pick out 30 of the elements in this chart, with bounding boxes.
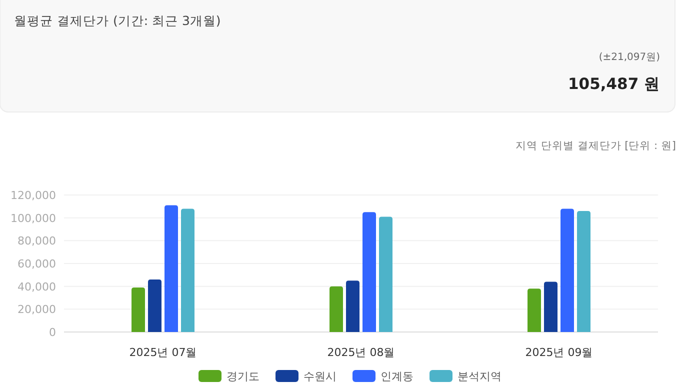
chart-subtitle: 지역 단위별 결제단가 [단위 : 원]: [516, 140, 676, 152]
bar: [560, 208, 574, 332]
bar: [181, 208, 194, 332]
y-tick-label: 100,000: [10, 212, 56, 225]
y-tick-label: 120,000: [10, 189, 56, 202]
y-tick-label: 20,000: [18, 303, 56, 316]
bar: [164, 205, 178, 332]
x-tick-label: 2025년 07월: [129, 346, 197, 359]
legend-label: 분석지역: [458, 370, 502, 383]
bar: [577, 210, 590, 332]
x-tick-label: 2025년 08월: [327, 346, 395, 359]
y-tick-label: 0: [49, 326, 56, 339]
legend-label: 인계동: [380, 370, 414, 383]
legend-label: 경기도: [226, 370, 260, 383]
chart-title: 월평균 결제단가 (기간: 최근 3개월): [14, 13, 221, 28]
bar: [132, 287, 145, 332]
bar: [330, 286, 343, 332]
x-tick-label: 2025년 09월: [525, 346, 593, 359]
y-tick-label: 80,000: [18, 234, 56, 248]
y-tick-label: 40,000: [18, 280, 56, 294]
text: (±21,097원): [598, 52, 660, 63]
y-tick-label: 60,000: [18, 258, 56, 270]
bar: [346, 280, 360, 332]
bar: [528, 288, 541, 332]
bar: [379, 216, 392, 332]
bar: [362, 212, 376, 332]
bar: [148, 279, 162, 332]
legend-label: 수원시: [304, 370, 336, 383]
bar: [544, 282, 558, 332]
text: 105,487 원: [568, 75, 660, 93]
